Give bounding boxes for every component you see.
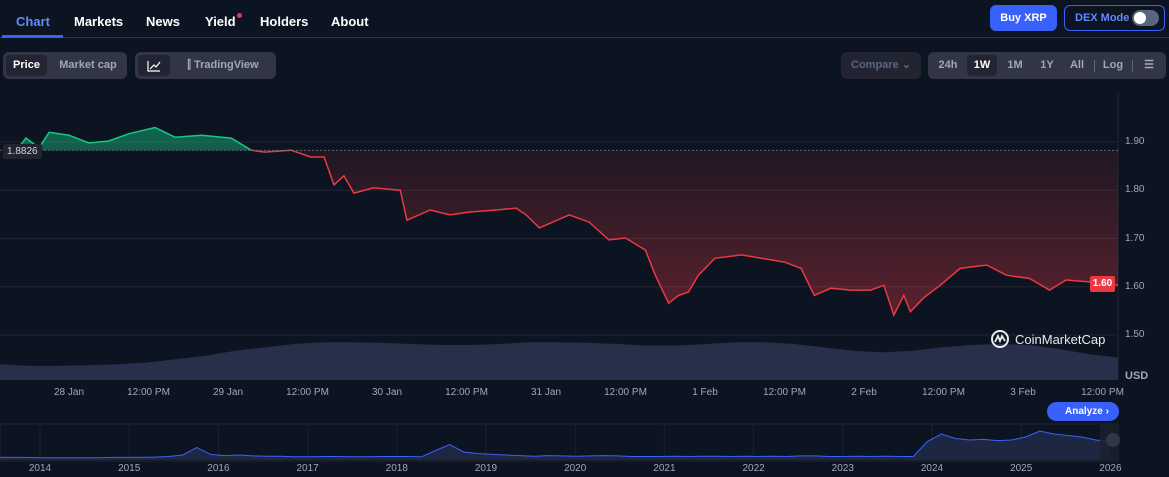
- y-tick-label: 1.90: [1125, 136, 1145, 147]
- log-button[interactable]: Log: [1102, 59, 1124, 71]
- x-tick-label: 28 Jan: [53, 387, 85, 398]
- candlestick-icon: ⫿: [187, 59, 194, 71]
- buy-xrp-button[interactable]: Buy XRP: [990, 5, 1057, 31]
- x-tick-label: 3 Feb: [1010, 387, 1036, 398]
- x-tick-label: 31 Jan: [530, 387, 562, 398]
- price-tab[interactable]: Price: [6, 55, 47, 76]
- x-tick-label: 12:00 PM: [763, 387, 806, 398]
- divider: [1094, 60, 1095, 72]
- dex-mode-label: DEX Mode: [1075, 12, 1130, 24]
- top-nav: Chart Markets News Yield Holders About Buy XR…: [0, 0, 1169, 38]
- analyze-label: Analyze: [1065, 406, 1103, 417]
- overview-year-label: 2015: [118, 463, 141, 474]
- x-tick-label: 12:00 PM: [445, 387, 488, 398]
- overview-year-label: 2023: [831, 463, 854, 474]
- overview-year-label: 2025: [1010, 463, 1033, 474]
- y-tick-label: 1.80: [1125, 184, 1145, 196]
- price-area-up: [19, 127, 1118, 151]
- overview-year-label: 2017: [296, 463, 319, 474]
- reference-price-label: 1.8826: [3, 144, 42, 159]
- tradingview-label: TradingView: [193, 59, 259, 71]
- overview-year-label: 2021: [653, 463, 676, 474]
- x-tick-label: 12:00 PM: [286, 387, 329, 398]
- range-all[interactable]: All: [1069, 59, 1085, 71]
- tab-holders[interactable]: Holders: [260, 14, 309, 29]
- x-tick-label: 12:00 PM: [127, 387, 170, 398]
- active-tab-indicator: [2, 35, 63, 38]
- current-price-tag: 1.60: [1090, 276, 1115, 292]
- x-tick-label: 2 Feb: [851, 387, 877, 398]
- overview-year-label: 2014: [28, 463, 52, 474]
- watermark-text: CoinMarketCap: [1015, 331, 1106, 347]
- tab-about[interactable]: About: [331, 14, 369, 29]
- price-line-up: [18, 126, 294, 151]
- overview-year-label: 2024: [920, 463, 944, 474]
- toggle-switch[interactable]: [1132, 10, 1159, 26]
- sliders-icon: ☰: [1144, 59, 1154, 71]
- overview-area: [0, 431, 1110, 460]
- settings-button[interactable]: ☰: [1136, 55, 1162, 76]
- tab-chart[interactable]: Chart: [16, 14, 50, 29]
- compare-label: Compare: [851, 59, 899, 71]
- overview-year-label: 2020: [564, 463, 587, 474]
- tradingview-button[interactable]: ⫿ TradingView: [173, 55, 273, 76]
- coinmarketcap-watermark: CoinMarketCap: [990, 329, 1105, 349]
- range-1w[interactable]: 1W: [967, 55, 997, 76]
- tab-yield[interactable]: Yield: [205, 13, 242, 29]
- line-chart-icon: [147, 61, 161, 72]
- x-tick-label: 30 Jan: [371, 387, 403, 398]
- market-cap-tab[interactable]: Market cap: [59, 59, 117, 71]
- x-tick-label: 29 Jan: [212, 387, 244, 398]
- compare-dropdown[interactable]: Compare ⌄: [841, 52, 921, 79]
- volume-area: [0, 342, 1118, 380]
- overview-year-label: 2018: [385, 463, 408, 474]
- overview-drag-handle[interactable]: [1106, 433, 1120, 447]
- range-1m[interactable]: 1M: [1007, 59, 1023, 71]
- overview-year-label: 2022: [742, 463, 765, 474]
- cmc-logo-icon: [991, 330, 1009, 348]
- chart-style-group: ⫿ TradingView: [135, 52, 276, 79]
- analyze-button[interactable]: Analyze ›: [1047, 402, 1119, 421]
- range-24h[interactable]: 24h: [938, 59, 958, 71]
- y-axis-unit: USD: [1125, 370, 1149, 382]
- x-tick-label: 1 Feb: [692, 387, 718, 398]
- line-chart-button[interactable]: [138, 55, 170, 76]
- price-line-down: [250, 150, 1118, 318]
- dex-mode-toggle[interactable]: DEX Mode: [1064, 5, 1165, 31]
- new-badge: [236, 13, 242, 18]
- overview-year-label: 2026: [1099, 463, 1122, 474]
- chevron-down-icon: ⌄: [901, 59, 911, 71]
- chart-type-group: Price Market cap: [3, 52, 127, 79]
- x-tick-label: 12:00 PM: [1081, 387, 1124, 398]
- y-tick-label: 1.70: [1125, 232, 1145, 244]
- divider: [1132, 60, 1133, 72]
- y-tick-label: 1.50: [1125, 329, 1145, 340]
- overview-line: [0, 430, 1111, 459]
- x-tick-label: 12:00 PM: [604, 387, 647, 398]
- range-1y[interactable]: 1Y: [1040, 59, 1054, 71]
- tab-news[interactable]: News: [146, 14, 180, 29]
- price-area-down: [252, 150, 1118, 316]
- y-tick-label: 1.60: [1125, 280, 1145, 292]
- range-group: Log ☰ 24h 1W 1M 1Y All: [928, 52, 1166, 79]
- overview-year-label: 2019: [474, 463, 498, 474]
- overview-year-label: 2016: [207, 463, 230, 474]
- x-tick-label: 12:00 PM: [922, 387, 965, 398]
- tab-markets[interactable]: Markets: [74, 14, 124, 29]
